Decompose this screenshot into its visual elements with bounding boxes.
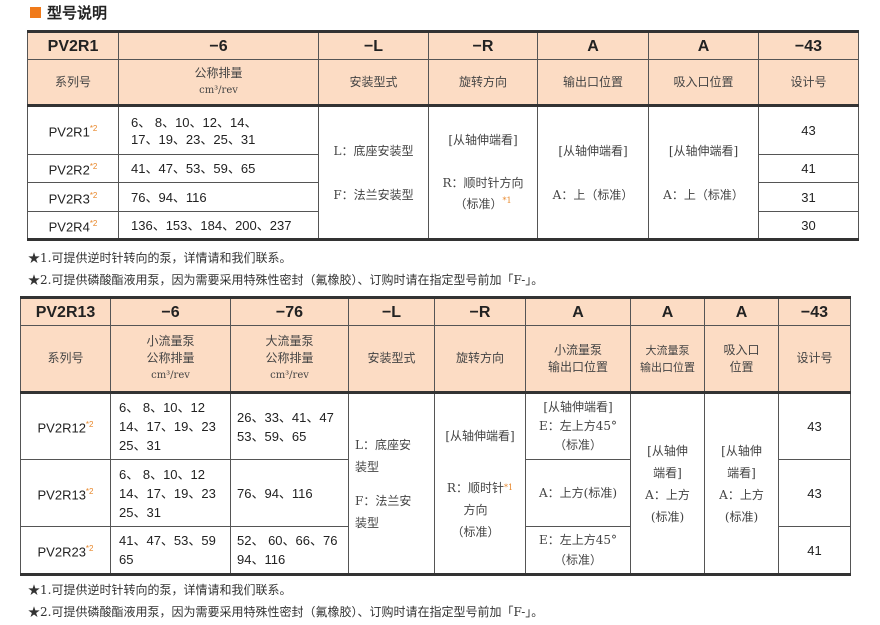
series-cell: PV2R3*2: [27, 182, 119, 212]
label-displacement: 公称排量 cm³/rev: [118, 59, 319, 107]
code-inlet: A: [648, 31, 759, 60]
large-displacement-cell: 52、 60、66、76 94、116: [230, 526, 349, 575]
code-rotation: −R: [428, 31, 538, 60]
mount-cell: L：底座安 装型 F：法兰安 装型: [348, 392, 435, 575]
code-small-displacement: −6: [110, 297, 231, 326]
label-mount: 安装型式: [318, 59, 429, 107]
label-design: 设计号: [758, 59, 859, 107]
inlet-cell: [从轴伸端看] A：上（标准）: [648, 105, 759, 240]
series-cell: PV2R4*2: [27, 211, 119, 240]
code-mount: −L: [348, 297, 435, 326]
code-rotation: −R: [434, 297, 526, 326]
code-displacement: −6: [118, 31, 319, 60]
large-displacement-cell: 76、94、116: [230, 459, 349, 527]
mount-cell: L：底座安装型 F：法兰安装型: [318, 105, 429, 240]
model-table-pv2r13: PV2R13 −6 −76 −L −R A A A −43 系列号 小流量泵 公…: [20, 296, 851, 576]
design-cell: 30: [758, 211, 859, 240]
label-large-outlet: 大流量泵 输出口位置: [630, 325, 705, 394]
label-displacement-text: 公称排量: [194, 66, 243, 80]
series-cell: PV2R12*2: [20, 392, 111, 460]
design-cell: 43: [778, 392, 851, 460]
code-series: PV2R13: [20, 297, 111, 326]
small-outlet-cell: A：上方(标准): [525, 459, 631, 527]
code-outlet: A: [537, 31, 649, 60]
design-cell: 41: [758, 154, 859, 183]
label-small-displacement: 小流量泵 公称排量 cm³/rev: [110, 325, 231, 394]
label-series: 系列号: [20, 325, 111, 394]
design-cell: 41: [778, 526, 851, 575]
footnote-2b: ★2.可提供磷酸酯液用泵，因为需要采用特殊性密封（氟橡胶）、订购时请在指定型号前…: [28, 605, 544, 619]
inlet-cell: [从轴伸 端看] A：上方 (标准): [704, 392, 779, 575]
label-inlet: 吸入口 位置: [704, 325, 779, 394]
series-cell: PV2R1*2: [27, 105, 119, 155]
large-displacement-cell: 26、33、41、47 53、59、65: [230, 392, 349, 460]
code-mount: −L: [318, 31, 429, 60]
design-cell: 43: [758, 105, 859, 155]
label-small-outlet: 小流量泵 输出口位置: [525, 325, 631, 394]
small-outlet-cell: [从轴伸端看] E：左上方45° （标准）: [525, 392, 631, 460]
code-inlet: A: [704, 297, 779, 326]
rotation-cell: [从轴伸端看] R：顺时针 方向 （标准）*1: [434, 392, 526, 575]
displacement-cell: 76、94、116: [118, 182, 319, 212]
footnote-1: ★1.可提供逆时针转向的泵，详情请和我们联系。: [28, 251, 292, 265]
label-series: 系列号: [27, 59, 119, 107]
small-displacement-cell: 6、 8、10、12 14、17、19、23 25、31: [110, 459, 231, 527]
label-design: 设计号: [778, 325, 851, 394]
design-cell: 43: [778, 459, 851, 527]
section-title: 型号说明: [30, 2, 107, 23]
code-series: PV2R1: [27, 31, 119, 60]
small-displacement-cell: 6、 8、10、12 14、17、19、23 25、31: [110, 392, 231, 460]
label-inlet: 吸入口位置: [648, 59, 759, 107]
label-large-displacement: 大流量泵 公称排量 cm³/rev: [230, 325, 349, 394]
orange-square-icon: [30, 7, 41, 18]
label-rotation: 旋转方向: [428, 59, 538, 107]
design-cell: 31: [758, 182, 859, 212]
code-large-outlet: A: [630, 297, 705, 326]
displacement-cell: 6、 8、10、12、14、 17、19、23、25、31: [118, 105, 319, 155]
series-cell: PV2R13*2: [20, 459, 111, 527]
label-outlet: 输出口位置: [537, 59, 649, 107]
rotation-cell: [从轴伸端看] R：顺时针方向 （标准）*1: [428, 105, 538, 240]
label-mount: 安装型式: [348, 325, 435, 394]
label-rotation: 旋转方向: [434, 325, 526, 394]
small-outlet-cell: E：左上方45° （标准）: [525, 526, 631, 575]
footnote-1b: ★1.可提供逆时针转向的泵，详情请和我们联系。: [28, 583, 292, 597]
model-table-pv2r1: PV2R1 −6 −L −R A A −43 系列号 公称排量 cm³/rev 安…: [27, 30, 859, 241]
large-outlet-cell: [从轴伸 端看] A：上方 (标准): [630, 392, 705, 575]
small-displacement-cell: 41、47、53、59 65: [110, 526, 231, 575]
code-design: −43: [778, 297, 851, 326]
displacement-cell: 41、47、53、59、65: [118, 154, 319, 183]
footnote-2: ★2.可提供磷酸酯液用泵，因为需要采用特殊性密封（氟橡胶）、订购时请在指定型号前…: [28, 273, 544, 287]
series-cell: PV2R23*2: [20, 526, 111, 575]
code-small-outlet: A: [525, 297, 631, 326]
section-title-text: 型号说明: [47, 4, 108, 22]
unit: cm³/rev: [199, 85, 238, 96]
code-large-displacement: −76: [230, 297, 349, 326]
outlet-cell: [从轴伸端看] A：上（标准）: [537, 105, 649, 240]
code-design: −43: [758, 31, 859, 60]
displacement-cell: 136、153、184、200、237: [118, 211, 319, 240]
series-cell: PV2R2*2: [27, 154, 119, 183]
